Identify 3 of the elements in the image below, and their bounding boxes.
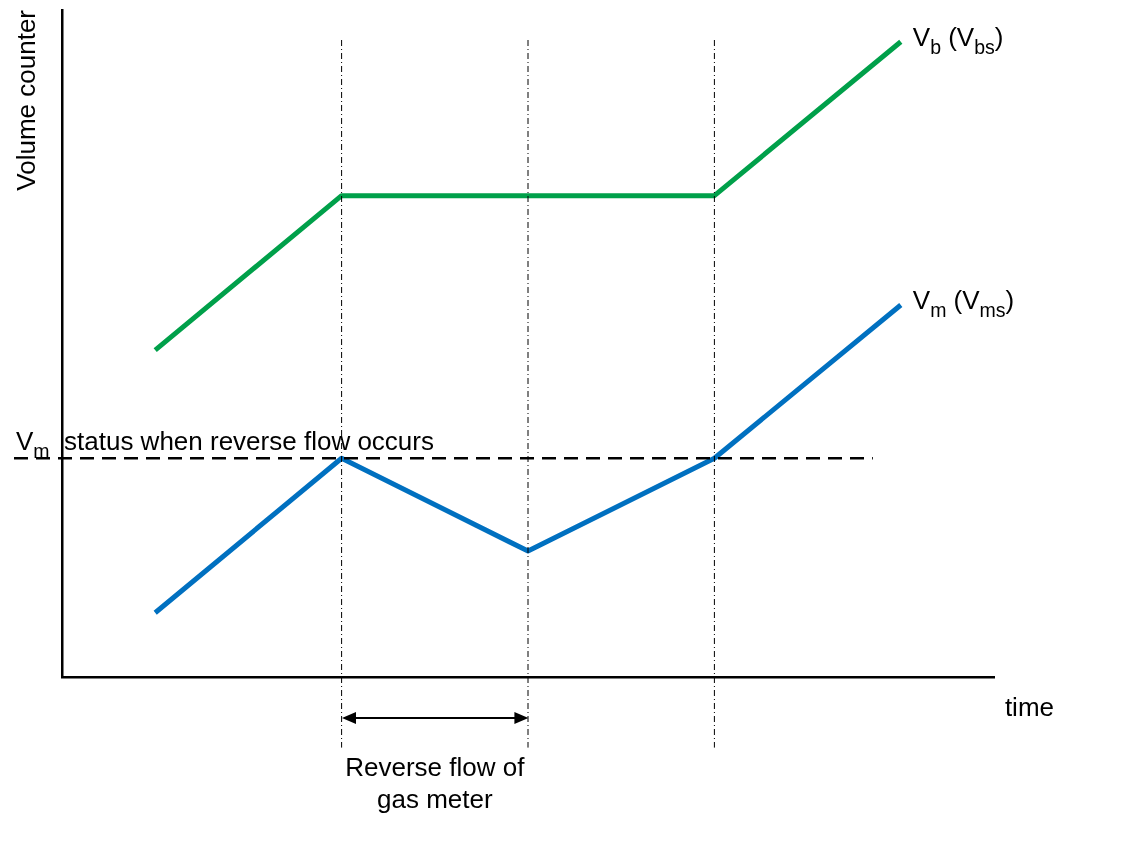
text: Reverse flow of gas meter — [345, 751, 526, 814]
y-axis-title: Volume counter — [10, 9, 41, 191]
x-axis-title: time — [1004, 691, 1055, 722]
